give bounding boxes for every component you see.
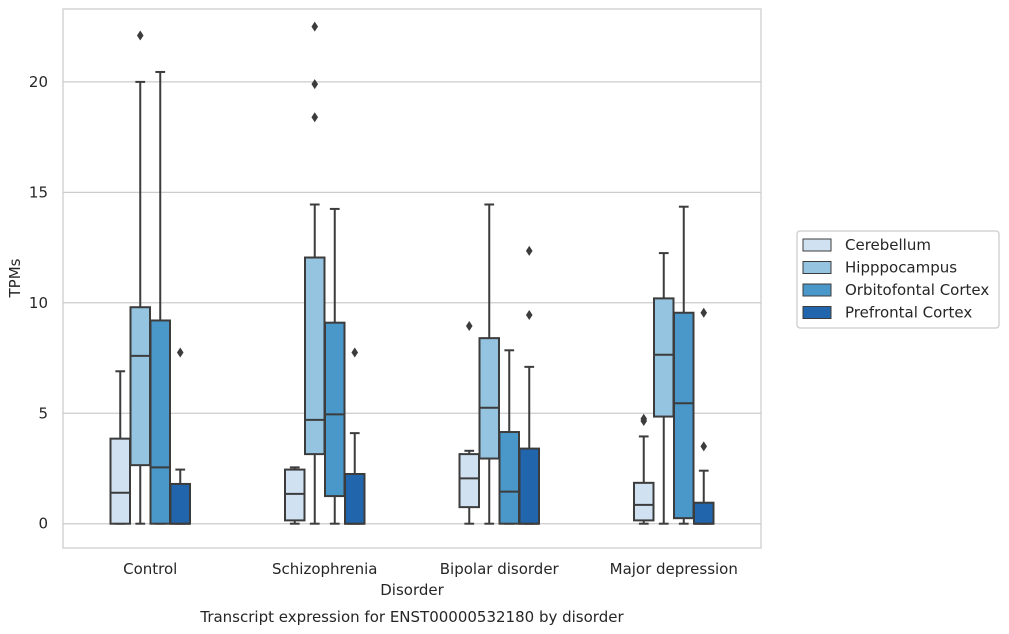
box [693, 501, 715, 525]
box [149, 319, 171, 525]
y-tick-label: 0 [38, 515, 48, 533]
box-group [324, 207, 346, 525]
legend-swatch [802, 238, 832, 252]
y-tick-labels: 0 5 10 15 20 [29, 73, 48, 533]
box [498, 431, 520, 525]
box-group [344, 347, 366, 525]
box-group [518, 245, 540, 525]
legend-label: Hipppocampus [845, 259, 957, 277]
box-group [673, 205, 695, 525]
legend: Cerebellum Hipppocampus Orbitofontal Corte… [796, 230, 1000, 329]
outlier-point [700, 307, 708, 318]
box [169, 482, 191, 525]
outlier-point [525, 245, 533, 256]
box-group [109, 370, 131, 525]
box-series [109, 21, 715, 525]
outlier-point [311, 79, 319, 90]
box [673, 311, 695, 520]
box [518, 447, 540, 525]
outlier-point [351, 347, 359, 358]
chart-title: Transcript expression for ENST0000053218… [199, 608, 624, 626]
y-tick-label: 5 [38, 404, 48, 422]
legend-swatch [802, 283, 832, 297]
box-group [693, 307, 715, 525]
box-group [284, 466, 306, 525]
box-group [478, 203, 500, 525]
x-tick-label: Control [123, 560, 177, 578]
outlier-point [311, 21, 319, 32]
x-tick-label: Major depression [610, 560, 738, 578]
box [324, 321, 346, 498]
legend-label: Prefrontal Cortex [845, 304, 972, 322]
box [633, 481, 655, 522]
outlier-point [700, 441, 708, 452]
box [458, 453, 480, 509]
x-tick-labels: Control Schizophrenia Bipolar disorder Majo… [123, 560, 738, 578]
box [653, 297, 675, 418]
box [304, 256, 326, 456]
legend-frame [796, 230, 1000, 329]
box [284, 468, 306, 522]
box-group [458, 320, 480, 525]
legend-swatch [802, 261, 832, 274]
box-group [149, 70, 171, 525]
box [129, 306, 151, 467]
box [109, 437, 131, 525]
y-tick-label: 15 [29, 183, 48, 201]
box [478, 337, 500, 460]
x-tick-label: Bipolar disorder [440, 560, 560, 578]
legend-label: Orbitofontal Cortex [845, 281, 989, 299]
y-tick-label: 10 [29, 294, 48, 312]
plot-frame [62, 8, 762, 549]
outlier-point [311, 112, 319, 123]
y-axis-label: TPMs [6, 258, 24, 298]
box-group [169, 347, 191, 525]
outlier-point [465, 320, 473, 331]
box [344, 472, 366, 525]
outlier-point [640, 413, 648, 424]
outlier-point [176, 347, 184, 358]
x-tick-label: Schizophrenia [272, 560, 377, 578]
x-axis-label: Disorder [380, 581, 444, 599]
outlier-point [525, 309, 533, 320]
y-tick-label: 20 [29, 73, 48, 91]
box-group [633, 413, 655, 525]
legend-swatch [802, 306, 832, 319]
outlier-point [136, 30, 144, 41]
legend-label: Cerebellum [845, 236, 931, 254]
